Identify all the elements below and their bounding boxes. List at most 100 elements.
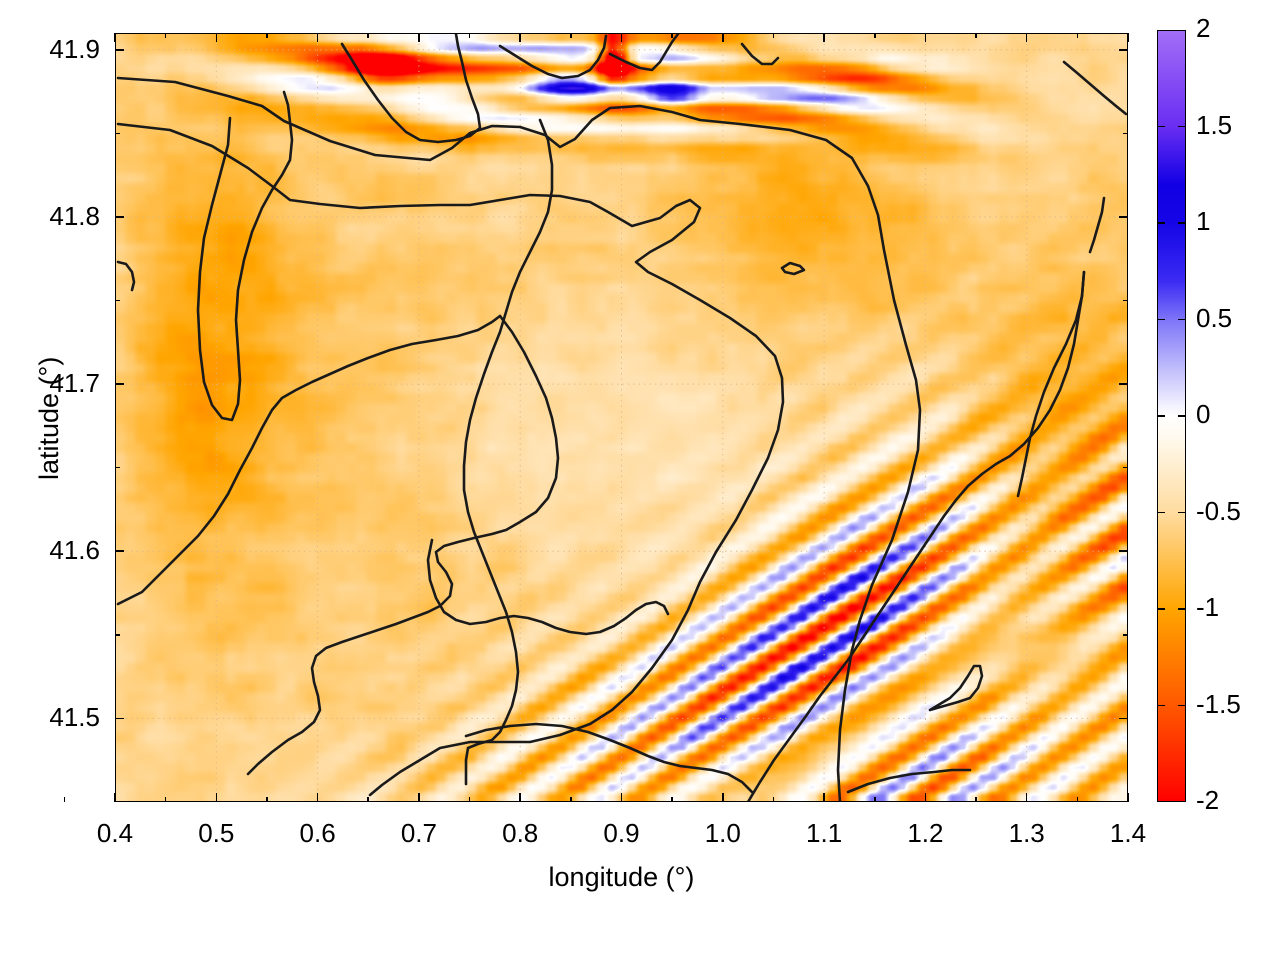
y-tick-major <box>115 48 124 51</box>
terrain-contour-path <box>846 768 972 794</box>
colorbar-tick-label: -0.5 <box>1196 495 1241 526</box>
x-tick-major <box>722 793 724 802</box>
x-tick-minor <box>164 797 167 802</box>
y-tick-minor <box>115 132 120 135</box>
x-tick-minor-top <box>367 33 370 38</box>
x-tick-major-top <box>620 33 623 42</box>
y-tick-major <box>115 383 124 385</box>
x-tick-major <box>519 793 521 802</box>
colorbar-tick <box>1178 704 1186 707</box>
colorbar-tick <box>1157 222 1165 224</box>
y-tick-major-right <box>1119 216 1128 218</box>
x-tick-major <box>620 793 623 802</box>
plot-gridlines <box>115 33 1128 802</box>
x-tick-minor-top <box>873 33 876 38</box>
x-tick-minor <box>266 797 268 802</box>
x-tick-minor-top <box>772 33 775 38</box>
colorbar-tick <box>1157 704 1165 707</box>
y-tick-label: 41.6 <box>49 535 100 566</box>
heatmap-plot-area <box>115 33 1128 802</box>
colorbar-tick <box>1157 511 1165 514</box>
y-tick-minor-right <box>1123 132 1128 135</box>
x-tick-minor <box>873 797 876 802</box>
colorbar-tick-label: -1 <box>1196 592 1220 622</box>
x-tick-label: 1.2 <box>907 818 944 848</box>
x-tick-minor <box>63 797 66 802</box>
colorbar-tick-label: -1.5 <box>1196 688 1241 719</box>
x-tick-minor-top <box>164 33 167 38</box>
x-tick-minor <box>570 797 572 802</box>
x-tick-label: 0.8 <box>502 818 539 848</box>
y-tick-label: 41.9 <box>49 33 100 64</box>
x-tick-minor <box>367 797 370 802</box>
y-tick-major <box>115 550 124 553</box>
x-tick-minor-top <box>671 33 673 38</box>
terrain-contour-path <box>740 42 780 66</box>
x-tick-minor-top <box>468 33 471 38</box>
x-tick-major-top <box>1025 33 1028 42</box>
colorbar-tick <box>1178 125 1186 128</box>
x-tick-major-top <box>1127 33 1129 42</box>
x-tick-major-top <box>215 33 218 42</box>
colorbar-tick <box>1178 318 1186 321</box>
y-tick-minor <box>115 466 120 469</box>
x-tick-major-top <box>519 33 521 42</box>
terrain-contour-path <box>464 722 754 794</box>
x-tick-minor-top <box>1076 33 1079 38</box>
x-tick-label: 1.3 <box>1008 818 1045 848</box>
x-tick-major-top <box>316 33 319 42</box>
colorbar-tick <box>1178 222 1186 224</box>
terrain-contour-path <box>196 90 294 422</box>
y-tick-minor <box>115 299 120 302</box>
terrain-contour-path <box>498 34 608 80</box>
x-tick-label: 0.7 <box>400 818 437 848</box>
colorbar-tick-label: 1 <box>1196 206 1211 236</box>
terrain-contour-path <box>608 33 680 72</box>
y-tick-minor <box>115 634 120 636</box>
x-tick-minor <box>772 797 775 802</box>
terrain-contour-path <box>1062 60 1128 116</box>
x-tick-minor <box>975 797 977 802</box>
y-tick-major-right <box>1119 383 1128 385</box>
x-tick-label: 1.4 <box>1109 818 1147 848</box>
x-tick-major <box>924 793 927 802</box>
x-tick-major-top <box>823 33 825 42</box>
x-tick-major <box>823 793 825 802</box>
x-tick-minor-top <box>570 33 572 38</box>
x-tick-minor-top <box>975 33 977 38</box>
x-tick-label: 1.0 <box>704 818 741 848</box>
y-tick-minor-right <box>1123 634 1128 636</box>
x-tick-major <box>418 793 420 802</box>
colorbar-title: 50m-vertical wind speed (m s⁻¹) <box>1276 290 1280 660</box>
x-tick-label: 1.1 <box>806 818 843 848</box>
x-tick-label: 0.9 <box>603 818 640 848</box>
x-tick-label: 0.6 <box>299 818 336 848</box>
y-tick-major-right <box>1119 48 1128 51</box>
y-tick-major <box>115 717 124 720</box>
terrain-contour-path <box>116 314 502 606</box>
x-tick-minor <box>468 797 471 802</box>
terrain-contour-path <box>116 76 922 802</box>
y-axis-title: latitude (°) <box>34 356 64 480</box>
colorbar-tick <box>1178 511 1186 514</box>
x-tick-major <box>316 793 319 802</box>
colorbar-tick <box>1157 415 1165 417</box>
terrain-contour-path <box>116 122 785 797</box>
x-tick-major-top <box>924 33 927 42</box>
x-tick-major-top <box>418 33 420 42</box>
colorbar-tick-label: 1.5 <box>1196 109 1233 140</box>
y-tick-label: 41.5 <box>49 702 100 733</box>
y-tick-label: 41.8 <box>49 200 100 231</box>
terrain-contour-path <box>1088 196 1106 254</box>
y-tick-major-right <box>1119 717 1128 720</box>
terrain-contour-path <box>746 270 1086 802</box>
colorbar-tick <box>1157 125 1165 128</box>
x-tick-major <box>1025 793 1028 802</box>
terrain-contour-path <box>780 261 806 276</box>
x-tick-major <box>1127 793 1129 802</box>
terrain-contour-path <box>928 664 984 712</box>
x-tick-major <box>215 793 218 802</box>
colorbar-tick <box>1157 318 1165 321</box>
x-tick-major-top <box>722 33 724 42</box>
terrain-contour-lines <box>116 33 1128 802</box>
